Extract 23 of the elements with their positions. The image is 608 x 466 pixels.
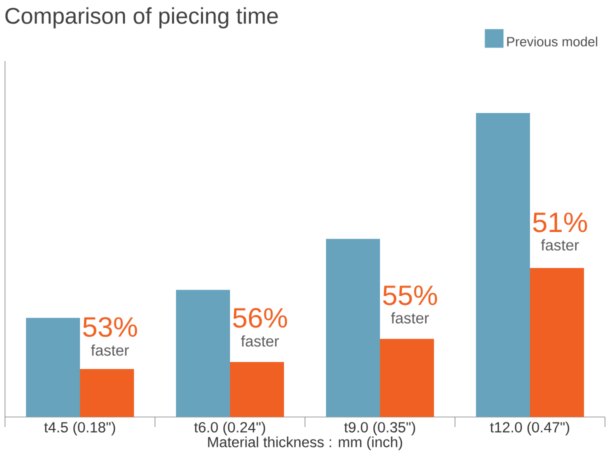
bar [176, 290, 230, 417]
x-tick-label: t6.0 (0.24") [194, 422, 266, 436]
bar [476, 112, 530, 417]
x-tick-label: t12.0 (0.47") [490, 422, 570, 436]
annotation: 56% [233, 308, 288, 328]
annotation: faster [391, 312, 429, 324]
annotation: faster [91, 344, 129, 356]
chart-title: Comparison of piecing time [5, 7, 278, 28]
bar [530, 268, 584, 417]
legend-label: Previous model [507, 36, 598, 46]
bar [80, 368, 134, 417]
bar [230, 362, 284, 417]
bar [26, 318, 80, 417]
annotation: faster [241, 335, 279, 347]
annotation: faster [541, 239, 579, 251]
x-tick-label: t9.0 (0.35") [344, 422, 416, 436]
bar [326, 238, 380, 417]
x-tick-label: t4.5 (0.18") [44, 422, 116, 436]
x-axis-title: Material thickness : mm (inch) [208, 436, 402, 450]
annotation: 51% [533, 212, 588, 232]
annotation: 55% [383, 286, 438, 306]
annotation: 53% [83, 317, 138, 337]
bar [380, 338, 434, 417]
